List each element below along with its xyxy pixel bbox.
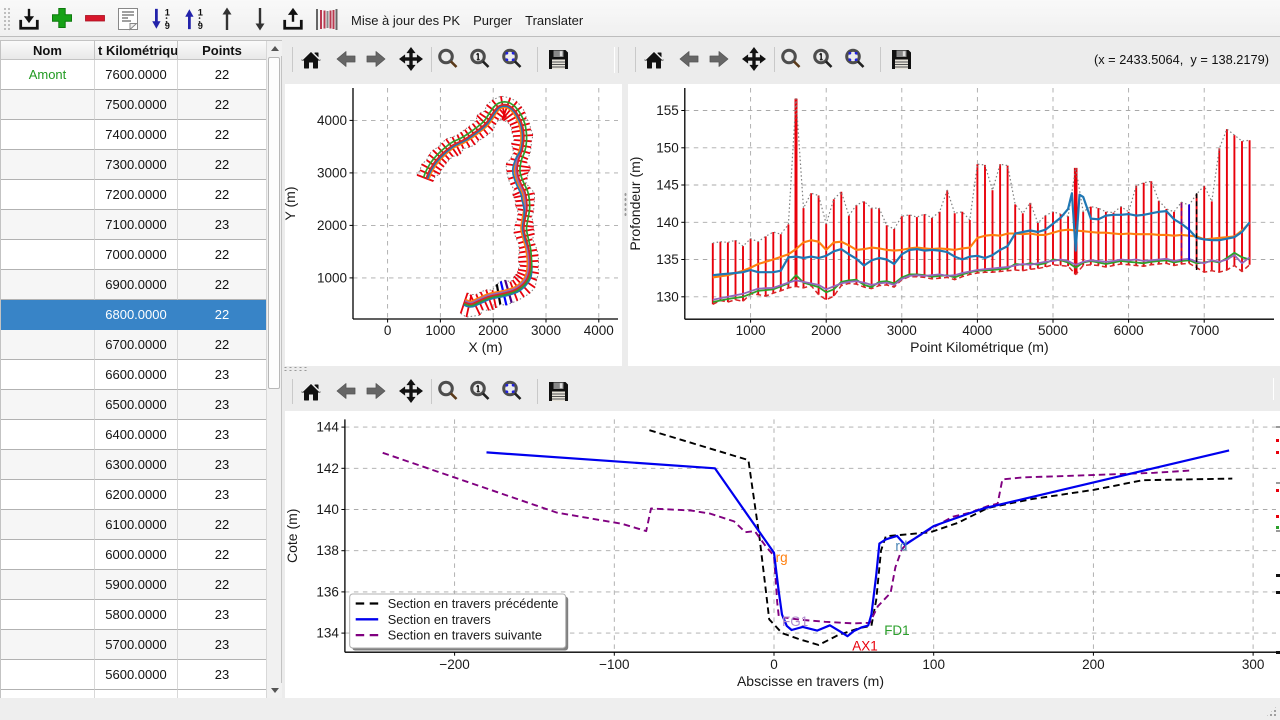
svg-text:4000: 4000 — [584, 323, 614, 338]
svg-text:142: 142 — [316, 461, 339, 476]
svg-text:300: 300 — [1242, 657, 1265, 672]
svg-text:1000: 1000 — [425, 323, 455, 338]
svg-text:150: 150 — [656, 140, 679, 155]
svg-text:100: 100 — [922, 657, 945, 672]
svg-text:1: 1 — [198, 7, 203, 17]
svg-text:rd: rd — [895, 539, 907, 554]
svg-text:4000: 4000 — [962, 323, 992, 338]
svg-text:145: 145 — [656, 178, 679, 193]
svg-text:X (m): X (m) — [468, 339, 502, 355]
svg-text:3000: 3000 — [317, 165, 347, 180]
svg-text:138: 138 — [316, 543, 339, 558]
svg-text:rg: rg — [776, 550, 788, 565]
svg-text:1000: 1000 — [736, 323, 766, 338]
svg-text:0: 0 — [384, 323, 392, 338]
svg-text:3000: 3000 — [887, 323, 917, 338]
svg-text:FD1: FD1 — [884, 623, 910, 638]
svg-text:Profondeur (m): Profondeur (m) — [628, 157, 643, 251]
svg-text:1000: 1000 — [317, 270, 347, 285]
svg-text:135: 135 — [656, 252, 679, 267]
svg-text:136: 136 — [316, 584, 339, 599]
svg-text:155: 155 — [656, 103, 679, 118]
svg-text:2000: 2000 — [317, 218, 347, 233]
svg-text:9: 9 — [165, 21, 170, 31]
svg-text:140: 140 — [656, 215, 679, 230]
svg-text:Y (m): Y (m) — [285, 187, 298, 221]
svg-text:3000: 3000 — [531, 323, 561, 338]
svg-text:2000: 2000 — [811, 323, 841, 338]
svg-text:1: 1 — [165, 7, 170, 17]
svg-text:Section en travers: Section en travers — [388, 612, 491, 627]
svg-text:9: 9 — [198, 21, 203, 31]
svg-text:134: 134 — [316, 626, 339, 641]
svg-text:FG1: FG1 — [782, 614, 808, 629]
svg-text:2000: 2000 — [478, 323, 508, 338]
svg-text:Cote (m): Cote (m) — [285, 509, 300, 563]
svg-text:−100: −100 — [599, 657, 629, 672]
svg-text:200: 200 — [1082, 657, 1105, 672]
svg-text:Section en travers précédente: Section en travers précédente — [388, 596, 559, 611]
svg-text:6000: 6000 — [1114, 323, 1144, 338]
svg-text:5000: 5000 — [1038, 323, 1068, 338]
svg-text:7000: 7000 — [1189, 323, 1219, 338]
svg-text:144: 144 — [316, 420, 339, 435]
svg-text:Section en travers suivante: Section en travers suivante — [388, 628, 542, 643]
svg-text:AX1: AX1 — [852, 639, 878, 654]
svg-text:−200: −200 — [439, 657, 469, 672]
svg-text:0: 0 — [770, 657, 778, 672]
svg-text:140: 140 — [316, 502, 339, 517]
svg-text:Abscisse en travers (m): Abscisse en travers (m) — [737, 673, 884, 689]
svg-text:130: 130 — [656, 289, 679, 304]
svg-text:4000: 4000 — [317, 113, 347, 128]
svg-text:Point Kilométrique (m): Point Kilométrique (m) — [910, 339, 1049, 355]
